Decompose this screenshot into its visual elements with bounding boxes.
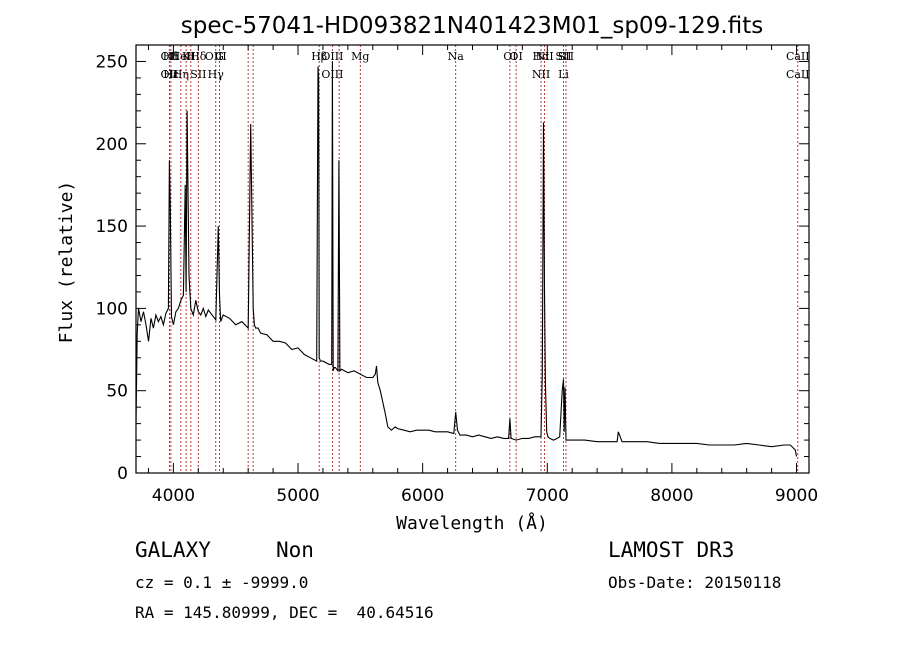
y-tick-label: 100 <box>96 299 128 319</box>
emission-line-label: SII <box>558 50 574 63</box>
emission-line-label: SII <box>190 68 206 81</box>
x-tick-label: 7000 <box>526 486 569 506</box>
emission-line-label: Li <box>558 68 569 81</box>
survey-name: LAMOST DR3 <box>608 538 734 562</box>
coordinates-text: RA = 145.80999, DEC = 40.64516 <box>135 603 434 622</box>
y-tick-label: 200 <box>96 135 128 155</box>
spectrum-chart: spec-57041-HD093821N401423M01_sp09-129.f… <box>0 0 900 540</box>
emission-line-label: CaII <box>786 68 810 81</box>
x-tick-label: 9000 <box>775 486 818 506</box>
plot-frame <box>136 45 809 473</box>
y-axis: 0 50 100 150 200 250 <box>96 45 809 484</box>
emission-line-label: Hη <box>173 68 189 81</box>
spectrum-series-line <box>136 62 797 457</box>
chart-title: spec-57041-HD093821N401423M01_sp09-129.f… <box>181 13 763 39</box>
x-tick-label: 4000 <box>152 486 195 506</box>
redshift-text: cz = 0.1 ± -9999.0 <box>135 573 308 592</box>
y-tick-label: 0 <box>117 464 128 484</box>
emission-line-label: NII <box>535 50 553 63</box>
x-tick-label: 5000 <box>276 486 319 506</box>
emission-line-label: NII <box>532 68 550 81</box>
y-tick-label: 150 <box>96 217 128 237</box>
y-tick-label: 50 <box>106 382 128 402</box>
object-subclass: Non <box>276 538 314 562</box>
emission-line-markers <box>169 45 797 473</box>
emission-line-label: Mg <box>351 50 369 63</box>
emission-line-label: OIII <box>321 50 343 63</box>
y-axis-label: Flux (relative) <box>56 181 77 344</box>
obs-date-text: Obs-Date: 20150118 <box>608 573 781 592</box>
x-tick-label: 6000 <box>401 486 444 506</box>
y-tick-label: 250 <box>96 52 128 72</box>
x-axis-label: Wavelength (Å) <box>396 512 548 534</box>
x-tick-label: 8000 <box>650 486 693 506</box>
emission-line-label: Hγ <box>208 68 225 81</box>
object-class: GALAXY <box>135 538 211 562</box>
emission-line-label: G <box>215 50 224 63</box>
emission-line-label: Na <box>448 50 465 63</box>
emission-line-label: OI <box>509 50 522 63</box>
